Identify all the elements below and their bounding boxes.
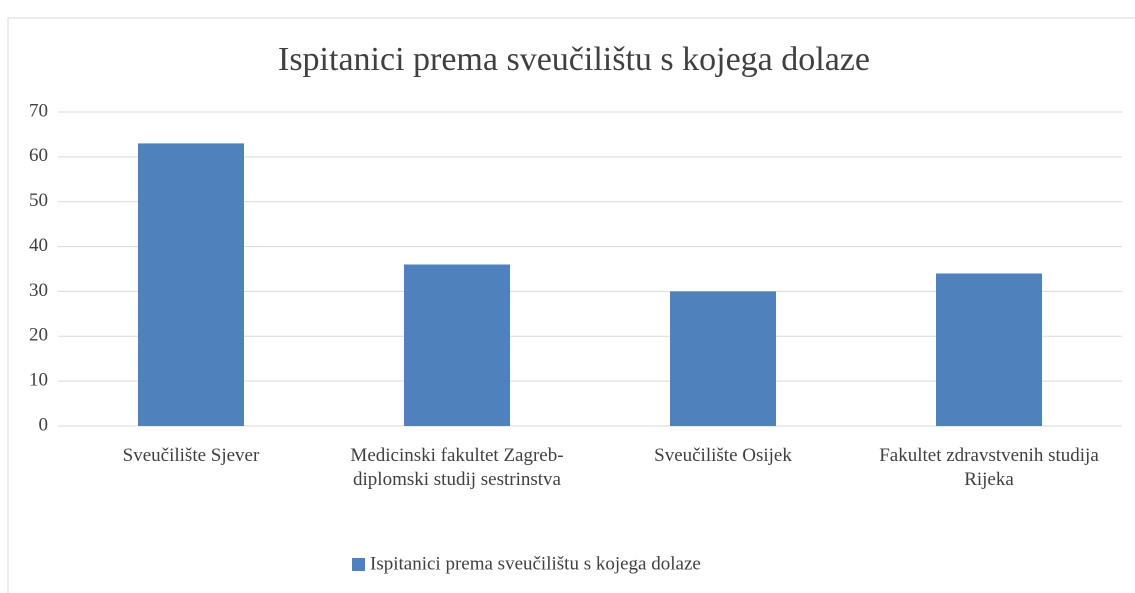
chart-border [7, 17, 1135, 593]
y-tick-label: 30 [29, 280, 48, 301]
y-tick-label: 50 [29, 190, 48, 211]
legend-swatch [352, 558, 365, 571]
bar [404, 264, 510, 426]
x-tick-label: Sveučilište Sjever [122, 445, 260, 466]
y-tick-label: 10 [29, 370, 48, 391]
x-tick-label: Fakultet zdravstvenih studija Rijeka [879, 445, 1099, 490]
bar [138, 143, 244, 426]
y-tick-label: 70 [29, 100, 48, 121]
bar [936, 273, 1042, 426]
bar [670, 291, 776, 426]
chart-title: Ispitanici prema sveučilištu s kojega do… [278, 41, 870, 78]
y-tick-label: 0 [39, 414, 49, 435]
x-tick-label: Medicinski fakultet Zagreb-diplomski stu… [350, 445, 564, 490]
y-tick-label: 40 [29, 235, 48, 256]
legend-label: Ispitanici prema sveučilištu s kojega do… [370, 553, 701, 574]
y-tick-label: 60 [29, 145, 48, 166]
x-tick-label: Sveučilište Osijek [654, 445, 792, 466]
y-tick-label: 20 [29, 325, 48, 346]
